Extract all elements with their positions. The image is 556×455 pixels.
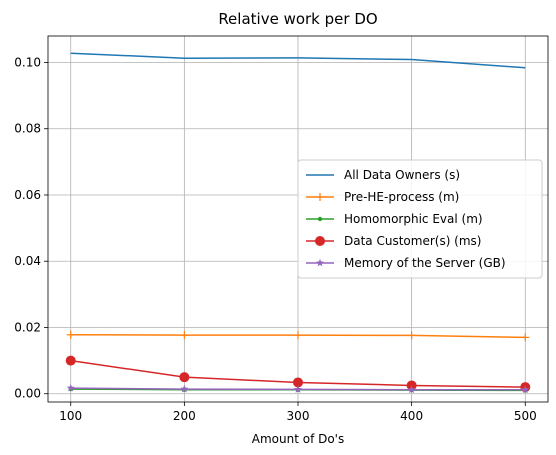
legend-entry: Data Customer(s) (ms)	[344, 234, 482, 248]
data-point	[316, 258, 324, 267]
x-tick-label: 500	[514, 409, 537, 423]
ticks: 100 200 300 400 500 0.00 0.02 0.04 0.06 0.08 0.10	[14, 55, 536, 423]
data-point	[65, 355, 76, 366]
legend-box	[297, 159, 543, 279]
data-point	[317, 216, 323, 222]
y-tick-label: 0.02	[14, 320, 41, 334]
series-line	[70, 52, 526, 69]
y-tick-label: 0.10	[14, 55, 41, 69]
data-point	[521, 385, 530, 394]
x-tick-label: 200	[173, 409, 196, 423]
data-point	[406, 380, 417, 391]
y-tick-label: 0.04	[14, 254, 41, 268]
series-layer	[65, 52, 531, 394]
y-tick-label: 0.00	[14, 387, 41, 401]
y-tick-label: 0.08	[14, 122, 41, 136]
data-point	[66, 383, 75, 392]
data-point	[180, 384, 189, 393]
legend: All Data Owners (s) Pre-HE-process (m) Hom…	[297, 159, 543, 279]
legend-entry: All Data Owners (s)	[344, 168, 460, 182]
data-point	[179, 372, 190, 383]
series-1	[70, 52, 526, 69]
y-tick-label: 0.06	[14, 188, 41, 202]
series-5	[66, 383, 530, 394]
data-point	[407, 385, 416, 394]
legend-entry: Pre-HE-process (m)	[344, 190, 459, 204]
x-tick-label: 100	[59, 409, 82, 423]
data-point	[293, 377, 303, 388]
x-tick-label: 300	[287, 409, 310, 423]
data-point	[294, 385, 302, 393]
legend-entry: Memory of the Server (GB)	[344, 256, 506, 270]
chart-title: Relative work per DO	[218, 10, 377, 28]
x-tick-label: 400	[400, 409, 423, 423]
series-2	[66, 330, 530, 342]
data-point	[315, 236, 325, 246]
x-axis-label: Amount of Do's	[252, 432, 344, 446]
legend-entry: Homomorphic Eval (m)	[344, 212, 483, 226]
